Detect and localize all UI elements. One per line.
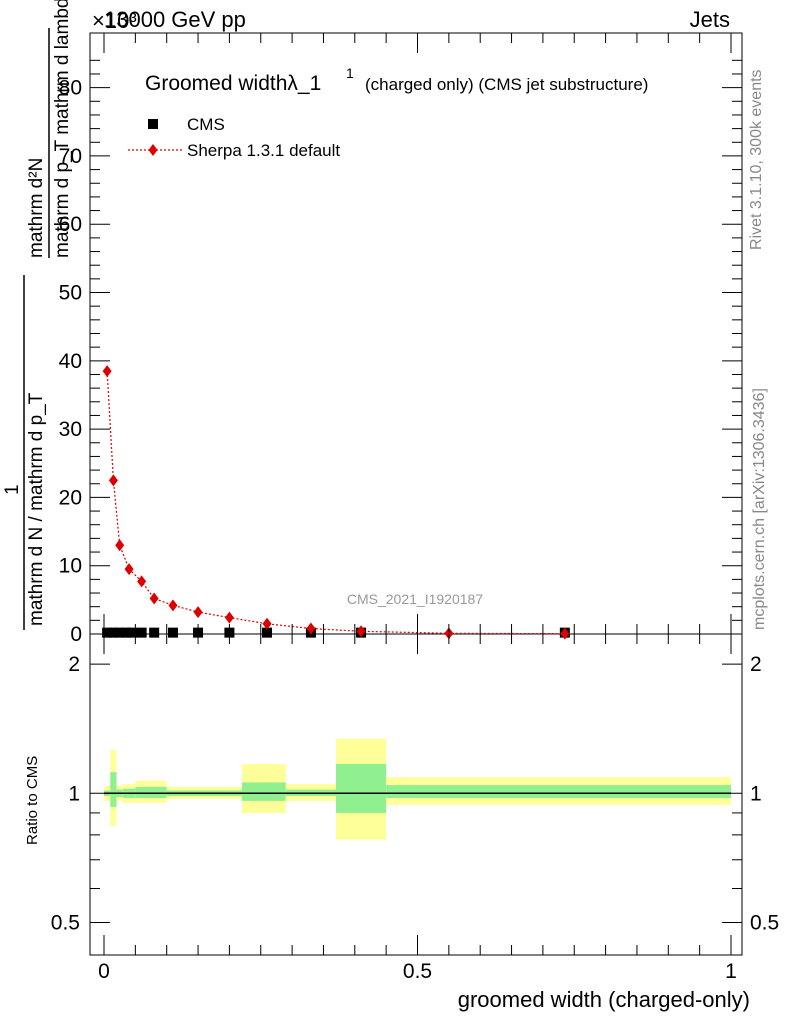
ratio-inner-band <box>110 772 117 807</box>
rivet-label: Rivet 3.1.10, 300k events <box>748 69 765 250</box>
ratio-y-tick-label: 0.5 <box>51 911 80 934</box>
plot-title-rest: (charged only) (CMS jet substructure) <box>365 75 648 94</box>
sherpa-data-point <box>137 575 147 588</box>
legend-sherpa-marker <box>148 144 158 156</box>
legend-sherpa-label: Sherpa 1.3.1 default <box>187 141 340 160</box>
ratio-axis-ticks: 0.5 0.5 1 1 2 2 <box>51 653 779 934</box>
plot-title-main: Groomed widthλ_1 <box>145 72 321 95</box>
sherpa-series-line <box>106 371 565 635</box>
x-axis-ticks: 0 0.5 1 <box>98 33 737 983</box>
sherpa-data-point <box>115 539 125 552</box>
sherpa-data-point <box>306 622 316 635</box>
ratio-plot-frame <box>89 633 743 956</box>
sherpa-data-point <box>124 563 134 576</box>
cms-data-point <box>120 627 131 638</box>
cms-data-point <box>136 627 147 638</box>
sherpa-data-point <box>168 599 178 612</box>
ratio-bands-layer <box>104 738 731 840</box>
main-axis-ticks: 0 10 20 30 40 50 60 70 80 <box>59 59 742 646</box>
cms-data-point <box>102 627 113 638</box>
sherpa-data-point <box>356 625 366 638</box>
y-tick-label: 0 <box>70 623 82 646</box>
ratio-y-tick-label: 2 <box>68 653 80 676</box>
energy-label: 13000 GeV pp <box>104 7 246 32</box>
cms-data-point <box>149 627 160 638</box>
cms-data-point <box>262 627 273 638</box>
y-tick-label: 40 <box>59 350 82 373</box>
sherpa-data-point <box>102 365 112 378</box>
sherpa-data-point <box>560 627 570 640</box>
process-label: Jets <box>690 7 730 32</box>
ratio-inner-band <box>335 764 387 813</box>
ratio-y-tick-label-right: 1 <box>750 782 762 805</box>
y-tick-label: 60 <box>59 213 82 236</box>
legend-cms-marker <box>148 119 158 129</box>
y-axis-title: mathrm d²N mathrm d p_T mathrm d lambda … <box>2 0 73 630</box>
y-title-denominator: mathrm d p_T mathrm d lambda <box>52 0 73 258</box>
ratio-inner-band <box>386 785 731 799</box>
main-data-layer <box>102 365 570 640</box>
y-tick-label: 80 <box>59 77 82 100</box>
ratio-inner-band <box>135 786 167 799</box>
sherpa-data-point <box>108 474 118 487</box>
y-tick-label: 30 <box>59 418 82 441</box>
ratio-inner-band <box>241 782 286 801</box>
analysis-watermark: CMS_2021_I1920187 <box>347 591 483 607</box>
plot-title-sup: 1 <box>346 65 354 81</box>
y-tick-label: 10 <box>59 555 82 578</box>
exponent-label: ×10³ <box>92 8 137 33</box>
legend-cms-label: CMS <box>187 115 225 134</box>
ratio-y-tick-label-right: 0.5 <box>750 911 779 934</box>
y-title-prefix-denominator: mathrm d N / mathrm d p_T <box>26 392 47 626</box>
y-tick-label: 20 <box>59 486 82 509</box>
mcplots-label: mcplots.cern.ch [arXiv:1306.3436] <box>751 388 768 630</box>
x-tick-label: 0 <box>98 960 110 983</box>
cms-data-point <box>108 627 119 638</box>
sherpa-data-point <box>193 606 203 619</box>
ratio-y-tick-label: 1 <box>68 782 80 805</box>
cms-data-point <box>127 627 138 638</box>
y-tick-label: 70 <box>59 145 82 168</box>
cms-data-point <box>167 627 178 638</box>
y-tick-label: 50 <box>59 282 82 305</box>
ratio-y-title: Ratio to CMS <box>24 756 41 845</box>
ratio-y-tick-label-right: 2 <box>750 653 762 676</box>
sherpa-data-point <box>262 617 272 630</box>
x-tick-label: 1 <box>725 960 737 983</box>
x-axis-title: groomed width (charged-only) <box>458 987 750 1012</box>
sherpa-data-point <box>149 592 159 605</box>
cms-data-point <box>114 627 125 638</box>
x-tick-label: 0.5 <box>403 960 432 983</box>
y-title-prefix-numerator: 1 <box>2 484 23 495</box>
y-title-numerator: mathrm d²N <box>26 158 47 258</box>
sherpa-data-point <box>224 611 234 624</box>
